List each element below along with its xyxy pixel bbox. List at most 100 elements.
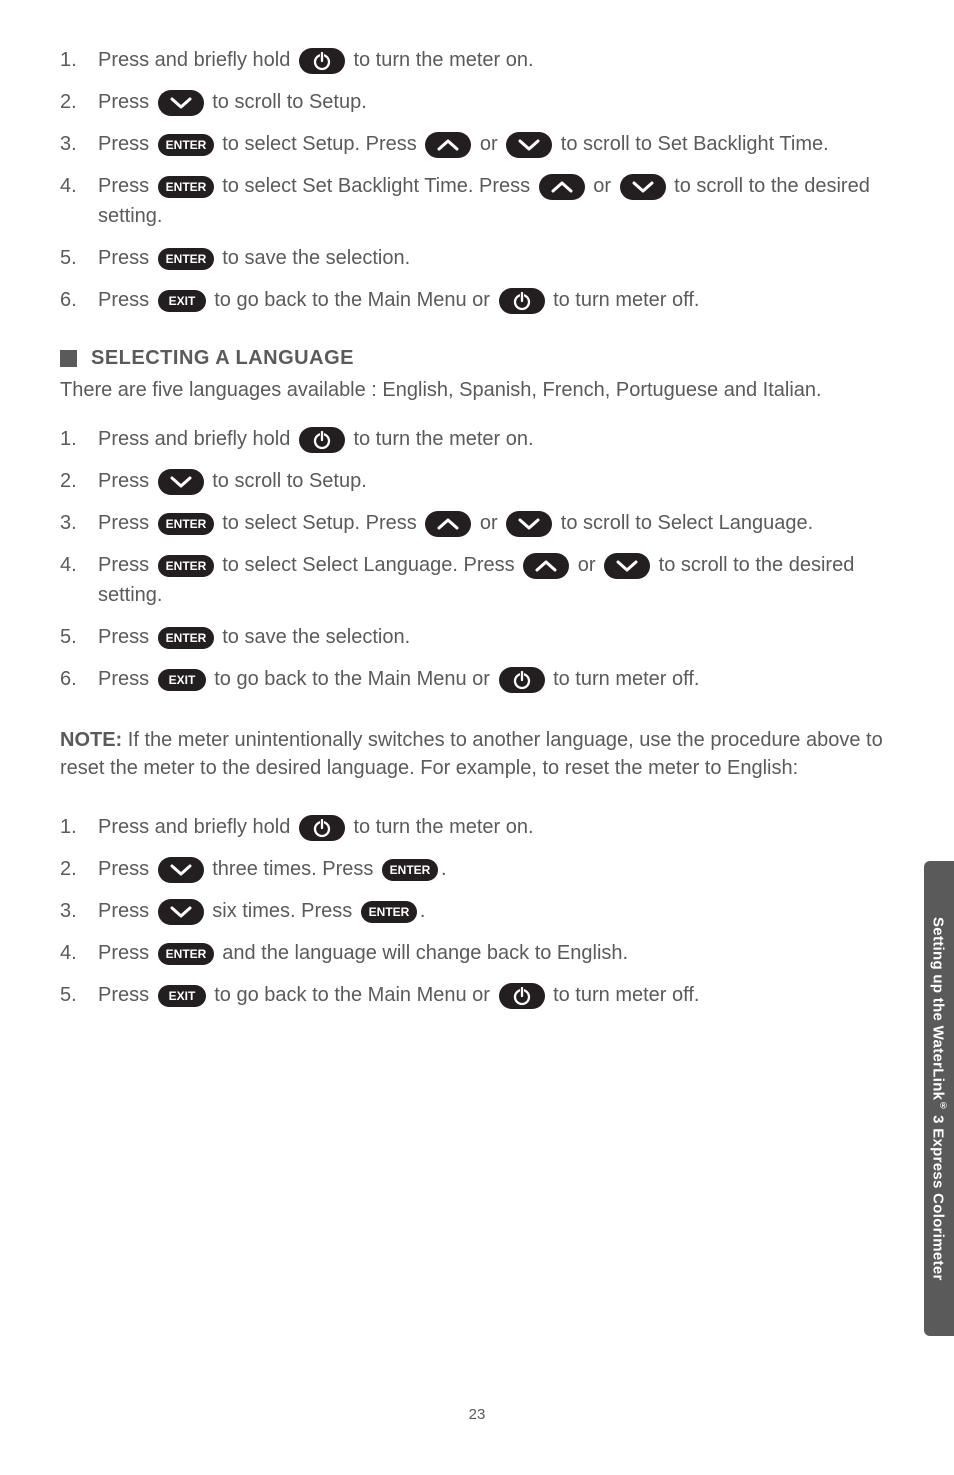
svg-text:EXIT: EXIT [168,294,195,308]
down-icon [620,174,666,200]
up-icon [425,511,471,537]
step-item: 4.Press ENTER to select Select Language.… [60,550,884,610]
note-label: NOTE: [60,729,122,751]
step-item: 3.Press ENTER to select Setup. Press or … [60,129,884,159]
step-item: 3.Press six times. Press ENTER. [60,896,884,926]
up-icon [523,553,569,579]
enter-icon: ENTER [158,943,214,965]
step-text: Press EXIT to go back to the Main Menu o… [98,664,884,694]
enter-icon: ENTER [158,176,214,198]
svg-text:ENTER: ENTER [165,631,206,645]
step-number: 1. [60,812,98,842]
step-item: 1.Press and briefly hold to turn the met… [60,424,884,454]
step-text: Press to scroll to Setup. [98,466,884,496]
step-number: 4. [60,550,98,580]
steps-section-1: 1.Press and briefly hold to turn the met… [60,45,884,315]
down-icon [604,553,650,579]
step-item: 3.Press ENTER to select Setup. Press or … [60,508,884,538]
steps-section-3: 1.Press and briefly hold to turn the met… [60,812,884,1010]
power-icon [299,48,345,74]
sidebar-tab-text: Setting up the WaterLink® 3 Express Colo… [930,917,949,1281]
svg-text:ENTER: ENTER [165,180,206,194]
step-item: 1.Press and briefly hold to turn the met… [60,45,884,75]
svg-text:ENTER: ENTER [165,947,206,961]
step-item: 5.Press ENTER to save the selection. [60,243,884,273]
svg-text:ENTER: ENTER [165,138,206,152]
step-text: Press ENTER to select Setup. Press or to… [98,129,884,159]
step-number: 3. [60,508,98,538]
svg-text:EXIT: EXIT [168,673,195,687]
enter-icon: ENTER [158,248,214,270]
exit-icon: EXIT [158,669,206,691]
power-icon [499,288,545,314]
down-icon [158,857,204,883]
step-number: 2. [60,854,98,884]
step-text: Press ENTER to select Setup. Press or to… [98,508,884,538]
step-number: 5. [60,243,98,273]
enter-icon: ENTER [361,901,417,923]
step-number: 6. [60,664,98,694]
step-text: Press ENTER to select Set Backlight Time… [98,171,884,231]
page-number: 23 [0,1406,954,1423]
step-text: Press ENTER to save the selection. [98,243,884,273]
enter-icon: ENTER [382,859,438,881]
heading-text: SELECTING A LANGUAGE [91,347,354,370]
step-text: Press six times. Press ENTER. [98,896,884,926]
step-number: 5. [60,980,98,1010]
up-icon [539,174,585,200]
step-item: 2.Press three times. Press ENTER. [60,854,884,884]
power-icon [499,983,545,1009]
step-number: 6. [60,285,98,315]
step-number: 2. [60,87,98,117]
sidebar-tab: Setting up the WaterLink® 3 Express Colo… [924,861,954,1336]
section-intro: There are five languages available : Eng… [60,376,884,404]
step-text: Press and briefly hold to turn the meter… [98,812,884,842]
enter-icon: ENTER [158,513,214,535]
step-number: 3. [60,896,98,926]
svg-text:ENTER: ENTER [165,559,206,573]
section-heading: SELECTING A LANGUAGE [60,347,884,370]
step-text: Press three times. Press ENTER. [98,854,884,884]
svg-text:ENTER: ENTER [165,517,206,531]
step-item: 6.Press EXIT to go back to the Main Menu… [60,664,884,694]
exit-icon: EXIT [158,290,206,312]
step-number: 3. [60,129,98,159]
enter-icon: ENTER [158,555,214,577]
steps-section-2: 1.Press and briefly hold to turn the met… [60,424,884,694]
heading-bullet-icon [60,350,77,367]
exit-icon: EXIT [158,985,206,1007]
note-body: If the meter unintentionally switches to… [60,729,883,779]
step-item: 1.Press and briefly hold to turn the met… [60,812,884,842]
step-text: Press and briefly hold to turn the meter… [98,424,884,454]
step-item: 4.Press ENTER and the language will chan… [60,938,884,968]
step-item: 2.Press to scroll to Setup. [60,87,884,117]
enter-icon: ENTER [158,627,214,649]
step-item: 4.Press ENTER to select Set Backlight Ti… [60,171,884,231]
down-icon [506,511,552,537]
step-text: Press ENTER to save the selection. [98,622,884,652]
step-number: 1. [60,424,98,454]
svg-text:EXIT: EXIT [168,989,195,1003]
note-paragraph: NOTE: If the meter unintentionally switc… [60,726,884,782]
power-icon [299,815,345,841]
step-text: Press ENTER and the language will change… [98,938,884,968]
step-item: 2.Press to scroll to Setup. [60,466,884,496]
step-number: 4. [60,171,98,201]
step-text: Press ENTER to select Select Language. P… [98,550,884,610]
down-icon [158,469,204,495]
step-text: Press to scroll to Setup. [98,87,884,117]
step-number: 1. [60,45,98,75]
step-number: 2. [60,466,98,496]
step-item: 5.Press ENTER to save the selection. [60,622,884,652]
step-text: Press EXIT to go back to the Main Menu o… [98,980,884,1010]
step-text: Press EXIT to go back to the Main Menu o… [98,285,884,315]
up-icon [425,132,471,158]
power-icon [299,427,345,453]
step-item: 6.Press EXIT to go back to the Main Menu… [60,285,884,315]
step-text: Press and briefly hold to turn the meter… [98,45,884,75]
power-icon [499,667,545,693]
down-icon [158,899,204,925]
step-number: 5. [60,622,98,652]
svg-text:ENTER: ENTER [368,905,409,919]
svg-text:ENTER: ENTER [165,252,206,266]
